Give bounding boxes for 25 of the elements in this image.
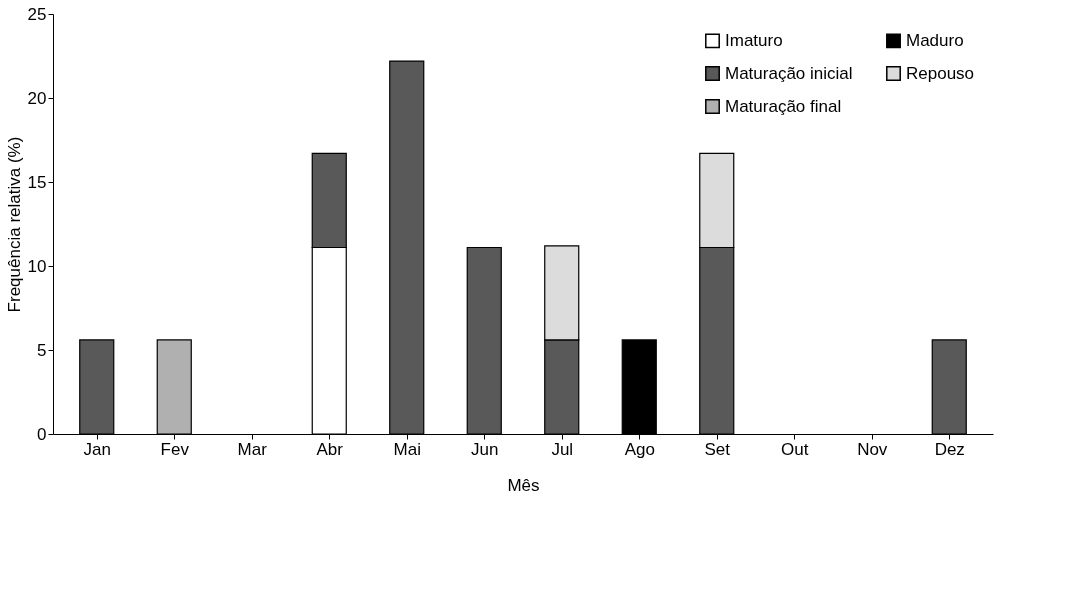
x-tick-label: Out: [781, 439, 809, 459]
y-axis-title: Frequência relativa (%): [4, 136, 24, 313]
x-tick-label: Abr: [316, 439, 344, 459]
legend-label: Repouso: [906, 63, 975, 83]
x-tick-label: Ago: [624, 439, 655, 459]
x-tick-label: Jul: [551, 439, 574, 459]
x-tick-label: Set: [704, 439, 731, 459]
x-axis-title: Mês: [507, 475, 540, 495]
x-tick-label: Dez: [934, 439, 965, 459]
y-tick-label: 15: [27, 172, 47, 192]
legend-label: Imaturo: [725, 30, 783, 50]
y-tick-label: 20: [27, 88, 47, 108]
y-tick-label: 25: [27, 4, 47, 24]
y-tick-label: 5: [37, 340, 47, 360]
legend-label: Maduro: [906, 30, 964, 50]
y-tick-label: 0: [37, 424, 47, 444]
legend-label: Maturação final: [725, 96, 842, 116]
y-tick-label: 10: [27, 256, 47, 276]
x-tick-label: Mai: [393, 439, 421, 459]
x-tick-label: Jan: [83, 439, 111, 459]
x-tick-label: Jun: [471, 439, 499, 459]
x-tick-label: Fev: [160, 439, 190, 459]
x-tick-label: Mar: [237, 439, 268, 459]
legend-label: Maturação inicial: [725, 63, 853, 83]
x-tick-label: Nov: [857, 439, 888, 459]
